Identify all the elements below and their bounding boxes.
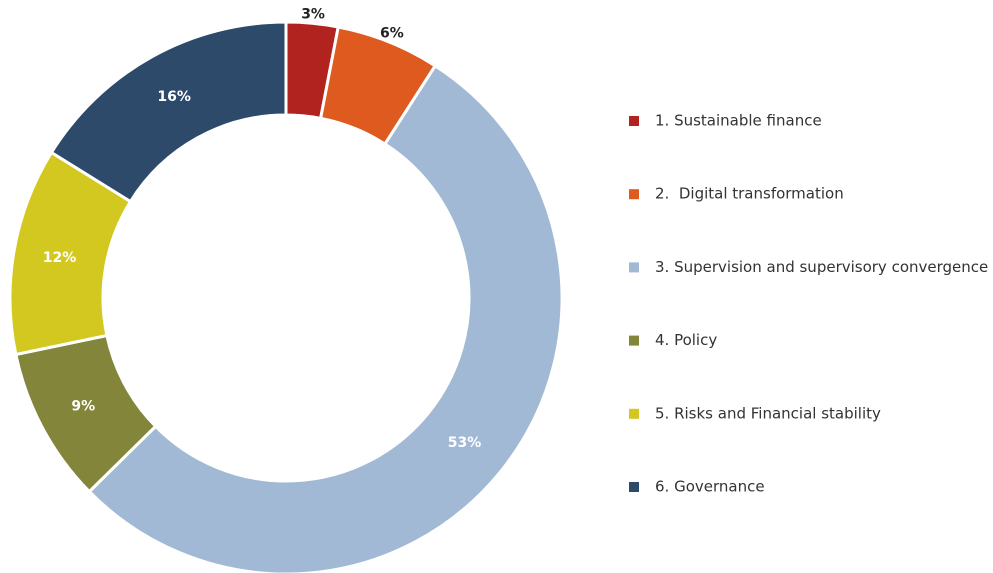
legend-label: 5. Risks and Financial stability xyxy=(655,404,881,422)
value-label: 9% xyxy=(71,399,95,415)
legend-label: 3. Supervision and supervisory convergen… xyxy=(655,258,988,276)
legend-swatch xyxy=(629,116,639,126)
donut-slice xyxy=(87,63,564,573)
value-label: 16% xyxy=(157,89,191,105)
legend-swatch xyxy=(629,482,639,492)
value-label: 3% xyxy=(301,6,325,22)
value-label: 53% xyxy=(448,435,482,451)
legend-swatch xyxy=(629,408,639,419)
legend-label: 4. Policy xyxy=(655,331,717,349)
legend-swatch xyxy=(629,335,639,346)
legend-label: 1. Sustainable finance xyxy=(655,112,822,130)
donut-slice xyxy=(49,20,288,204)
legend-label: 2. Digital transformation xyxy=(655,185,844,203)
legend-swatch xyxy=(629,189,639,200)
value-label: 6% xyxy=(380,25,404,41)
value-label: 12% xyxy=(43,250,77,266)
legend-label: 6. Governance xyxy=(655,478,765,496)
legend-swatch xyxy=(629,262,639,273)
